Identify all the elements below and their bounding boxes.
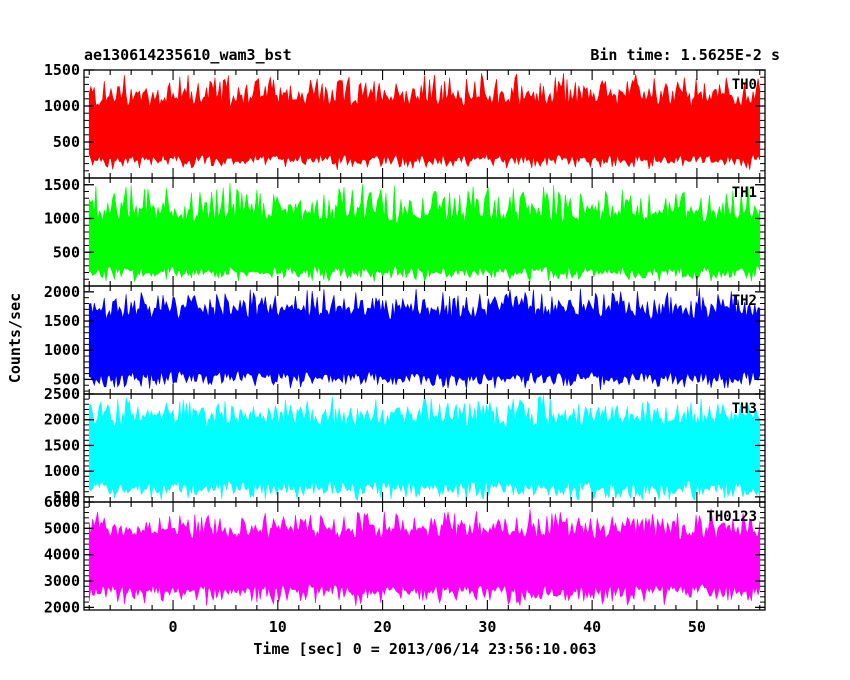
y-tick-label: 2000	[44, 283, 80, 301]
panel-th1: 500 1000 1500 TH1	[44, 176, 766, 287]
x-tick-label: 10	[269, 618, 287, 636]
panels: 500 1000 1500 TH0 500 1000 1500 TH1 500 1000 1500 2…	[44, 61, 766, 616]
y-tick-label: 4000	[44, 546, 80, 564]
panel-label: TH0123	[706, 509, 757, 525]
y-tick-label: 2000	[44, 598, 80, 616]
x-tick-label: 20	[374, 618, 392, 636]
y-tick-label: 1500	[44, 61, 80, 79]
panel-label: TH3	[732, 401, 757, 417]
panel-label: TH2	[732, 293, 757, 309]
y-tick-label: 2000	[44, 411, 80, 429]
y-tick-label: 500	[53, 133, 80, 151]
x-tick-label: 40	[583, 618, 601, 636]
y-tick-label: 500	[53, 488, 80, 506]
y-tick-label: 3000	[44, 572, 80, 590]
panel-th2: 500 1000 1500 2000 TH2	[44, 283, 766, 395]
y-tick-label: 5000	[44, 519, 80, 537]
y-tick-label: 2500	[44, 385, 80, 403]
panel-label: TH1	[732, 185, 757, 201]
y-tick-label: 6000	[44, 493, 80, 511]
panel-th3: 500 1000 1500 2000 2500 TH3	[44, 385, 766, 506]
y-tick-label: 1000	[44, 341, 80, 359]
chart-title: ae130614235610_wam3_bst	[84, 46, 292, 64]
y-tick-label: 1500	[44, 176, 80, 194]
series-th1	[88, 182, 761, 283]
y-tick-label: 500	[53, 243, 80, 261]
y-axis-label: Counts/sec	[6, 293, 24, 383]
y-tick-label: 500	[53, 370, 80, 388]
y-tick-label: 1000	[44, 97, 80, 115]
y-tick-label: 1000	[44, 210, 80, 228]
panel-label: TH0	[732, 77, 757, 93]
y-tick-label: 1500	[44, 312, 80, 330]
y-tick-label: 1000	[44, 462, 80, 480]
panel-th0123: 2000 3000 4000 5000 6000 TH0123	[44, 493, 766, 616]
series-th0	[88, 72, 761, 171]
series-th0123	[88, 508, 761, 606]
y-tick-label: 1500	[44, 436, 80, 454]
x-tick-label: 0	[169, 618, 178, 636]
series-th2	[88, 288, 761, 390]
series-th3	[88, 395, 761, 502]
x-axis-label: Time [sec] 0 = 2013/06/14 23:56:10.063	[253, 640, 596, 658]
bin-time-label: Bin time: 1.5625E-2 s	[590, 46, 780, 64]
x-tick-labels: 0 10 20 30 40 50	[169, 618, 706, 636]
x-tick-label: 50	[688, 618, 706, 636]
x-tick-label: 30	[478, 618, 496, 636]
panel-th0: 500 1000 1500 TH0	[44, 61, 766, 179]
